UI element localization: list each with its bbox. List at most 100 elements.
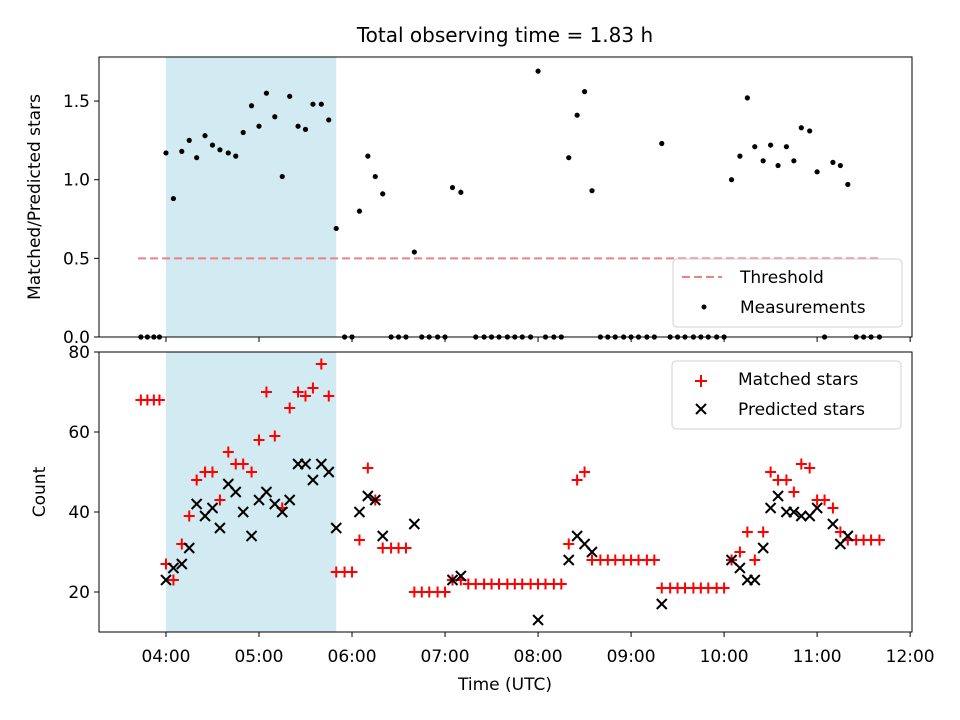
predicted-star-point [283,494,296,506]
bottom-x-tick-label: 10:00 [700,647,749,667]
matched-star-point [269,430,281,442]
predicted-star-point [532,614,544,626]
measurement-point [566,155,572,161]
matched-star-point [788,486,800,498]
measurement-point [302,126,309,132]
top-y-ticks: 0.0 0.5 1.0 1.5 [63,92,99,348]
predicted-star-point [377,530,389,542]
measurement-point [256,123,262,129]
top-y-tick-label: 0.0 [63,328,90,348]
measurement-point [775,162,781,169]
measurement-point [830,159,836,165]
predicted-star-point [230,486,242,498]
predicted-star-point [788,506,800,518]
bottom-legend-box [671,360,902,430]
legend-matched-swatch [695,375,707,387]
matched-star-point [749,554,761,566]
measurement-point [783,144,790,150]
bottom-x-tick-label: 08:00 [514,647,563,667]
matched-star-point [780,474,792,486]
measurement-point [295,123,301,129]
bottom-y-tick-label: 40 [68,503,90,523]
predicted-star-point [276,506,288,518]
predicted-star-point [323,466,335,478]
predicted-star-point [214,522,226,534]
matched-star-point [718,582,730,594]
bottom-x-tick-label: 11:00 [793,647,842,667]
bottom-x-tick-label: 09:00 [607,647,656,667]
legend-threshold-label: Threshold [739,268,824,288]
legend-measurements-swatch [701,304,707,310]
measurement-point [233,153,239,159]
matched-star-point [214,494,226,506]
matched-star-point [819,494,831,506]
predicted-star-point [757,542,769,554]
bottom-y-axis-label: Count [30,466,50,517]
matched-star-point [307,382,319,394]
matched-star-point [353,534,365,546]
measurement-point [217,147,223,153]
predicted-stars-points [160,458,854,626]
top-legend: Threshold Measurements [672,258,903,328]
bottom-x-tick-label: 12:00 [886,647,935,667]
predicted-star-point [237,506,249,518]
measurement-point [744,95,750,101]
matched-star-point [571,474,583,486]
measurement-point [202,133,208,139]
measurement-point [279,173,285,180]
predicted-star-point [764,502,777,514]
matched-star-point [167,574,179,586]
predicted-star-point [183,542,195,554]
predicted-star-point [795,510,808,522]
predicted-star-point [307,474,319,486]
predicted-star-point [811,502,823,514]
bottom-y-tick-label: 20 [68,583,90,603]
matched-star-point [300,390,312,402]
predicted-star-point [160,574,172,586]
predicted-star-point [772,490,784,502]
matched-star-point [741,526,753,538]
bottom-x-tick-label: 04:00 [141,647,190,667]
predicted-star-point [206,502,219,514]
measurement-point [589,188,595,194]
matched-star-point [206,466,218,478]
bottom-panel: 20 40 60 80 04:00 05:00 06:00 07:00 08:00 09:00 1… [30,343,935,695]
measurement-point [449,184,456,191]
measurement-point [372,173,378,180]
measurement-point [310,101,316,107]
matched-star-point [873,534,885,546]
matched-star-point [765,466,777,478]
measurement-point [248,103,255,109]
predicted-star-point [842,530,854,542]
measurement-point [737,153,743,159]
measurement-point [318,101,324,107]
measurement-point [365,153,371,159]
predicted-star-point [369,494,381,506]
chart-title: Total observing time = 1.83 h [356,23,653,47]
measurement-point [845,181,851,188]
bottom-x-tick-label: 07:00 [421,647,470,667]
matched-star-point [362,462,374,474]
measurement-point [768,142,774,148]
measurement-point [272,114,278,120]
matched-star-point [346,566,358,578]
top-panel: 0.0 0.5 1.0 1.5 Total observing time = 1.83… [25,23,913,348]
predicted-star-point [563,554,575,566]
bottom-x-tick-label: 05:00 [234,647,283,667]
predicted-star-point [827,518,839,530]
legend-measurements-label: Measurements [740,298,866,318]
predicted-star-point [260,486,273,498]
top-axes-frame [98,56,913,338]
measurement-point [814,169,820,175]
measurement-point [659,140,665,147]
measurement-point [179,148,185,154]
measurement-point [380,191,386,197]
matched-star-point [222,446,234,458]
matched-star-point [795,458,807,470]
predicted-star-point [656,598,668,610]
matched-star-point [804,462,816,474]
measurement-point [225,150,231,156]
predicted-star-point [362,490,374,502]
measurement-point [752,144,758,150]
